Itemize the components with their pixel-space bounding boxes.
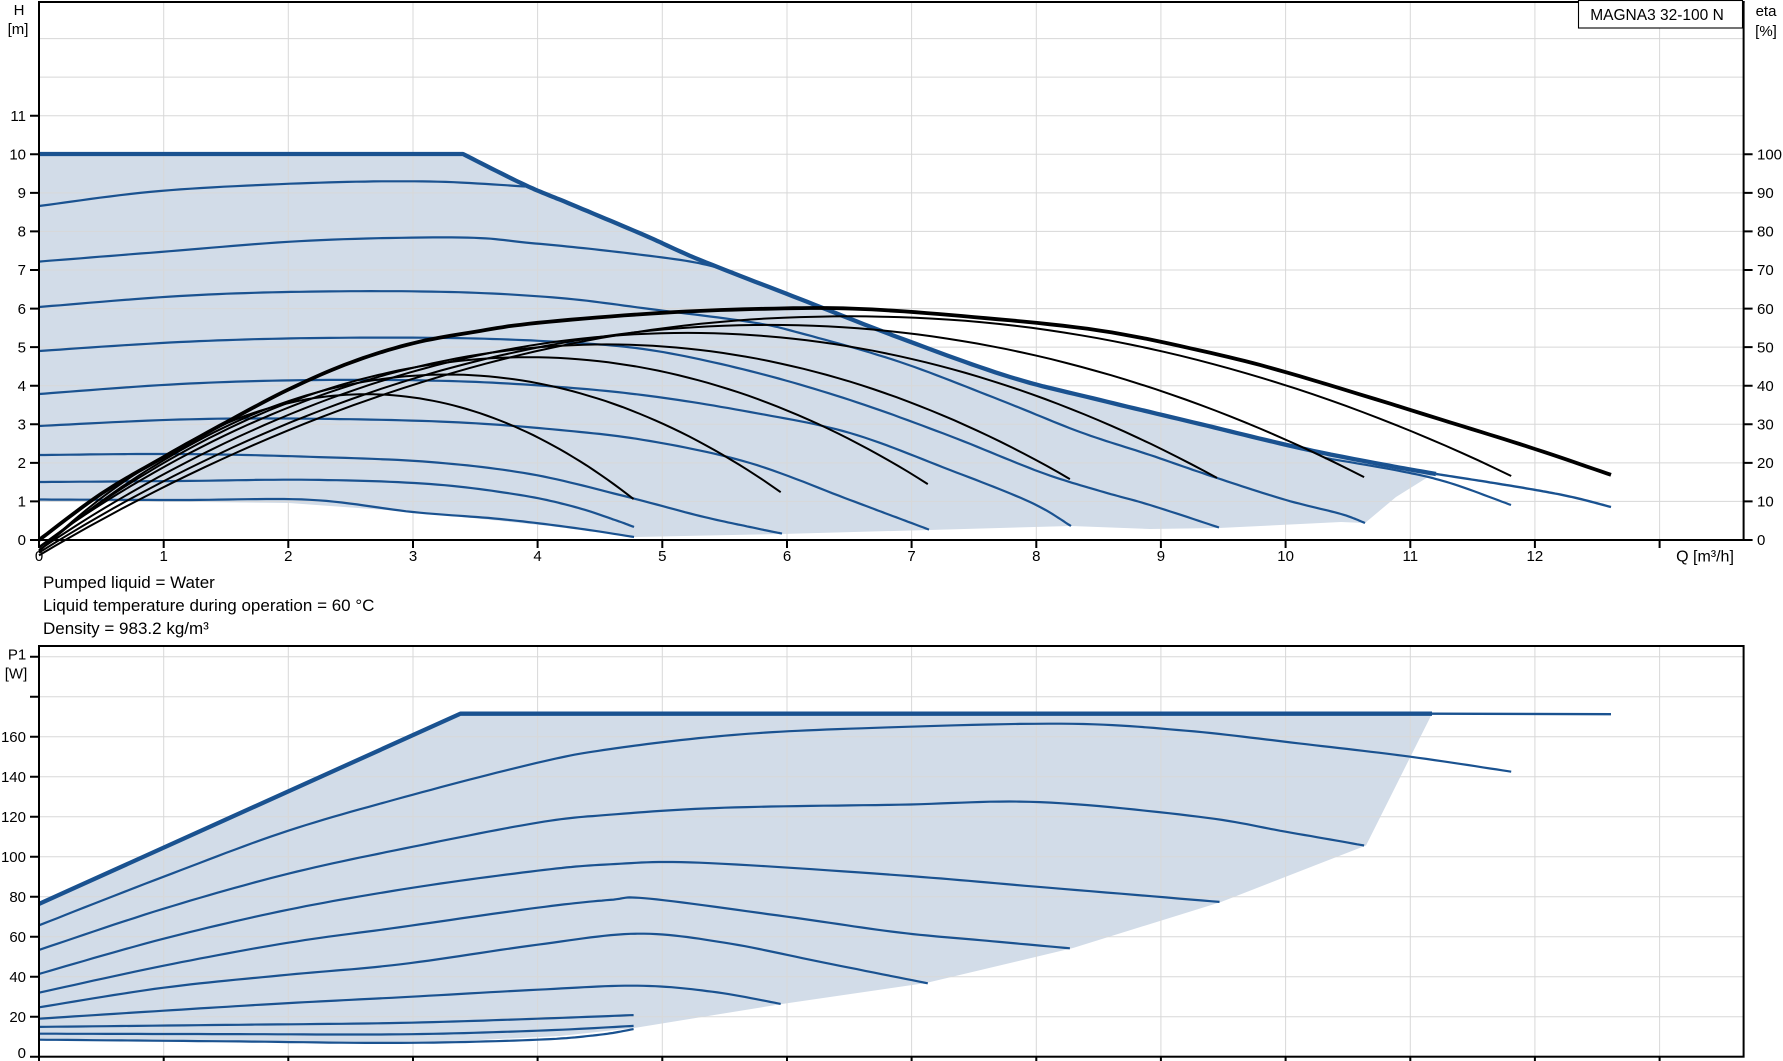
- svg-text:Q [m³/h]: Q [m³/h]: [1676, 549, 1734, 566]
- svg-text:30: 30: [1757, 417, 1774, 434]
- svg-text:Density = 983.2 kg/m³: Density = 983.2 kg/m³: [43, 619, 209, 638]
- svg-text:[m]: [m]: [8, 21, 29, 38]
- svg-text:P1: P1: [8, 647, 26, 664]
- svg-text:0: 0: [18, 532, 26, 549]
- svg-text:2: 2: [284, 548, 292, 565]
- svg-text:0: 0: [35, 548, 43, 565]
- svg-text:0: 0: [18, 1045, 26, 1061]
- svg-text:40: 40: [1757, 378, 1774, 395]
- svg-text:50: 50: [1757, 339, 1774, 356]
- svg-text:160: 160: [1, 729, 26, 746]
- svg-text:3: 3: [18, 417, 26, 434]
- svg-text:5: 5: [18, 339, 26, 356]
- svg-text:1: 1: [160, 548, 168, 565]
- svg-text:10: 10: [1757, 494, 1774, 511]
- svg-text:9: 9: [1157, 548, 1165, 565]
- svg-text:4: 4: [533, 548, 541, 565]
- svg-text:10: 10: [9, 147, 26, 164]
- svg-text:60: 60: [9, 929, 26, 946]
- svg-text:8: 8: [18, 224, 26, 241]
- svg-text:40: 40: [9, 969, 26, 986]
- svg-text:140: 140: [1, 769, 26, 786]
- svg-text:Pumped liquid = Water: Pumped liquid = Water: [43, 573, 215, 592]
- svg-text:9: 9: [18, 185, 26, 202]
- svg-text:5: 5: [658, 548, 666, 565]
- svg-text:eta: eta: [1756, 3, 1778, 20]
- svg-text:Liquid temperature during oper: Liquid temperature during operation = 60…: [43, 596, 374, 615]
- svg-text:80: 80: [9, 889, 26, 906]
- svg-text:[W]: [W]: [5, 666, 28, 683]
- svg-text:90: 90: [1757, 185, 1774, 202]
- svg-text:11: 11: [1403, 548, 1419, 565]
- svg-text:10: 10: [1277, 548, 1294, 565]
- svg-text:0: 0: [1757, 532, 1765, 549]
- svg-text:8: 8: [1032, 548, 1040, 565]
- svg-text:MAGNA3 32-100 N: MAGNA3 32-100 N: [1590, 7, 1724, 24]
- svg-text:H: H: [14, 2, 25, 19]
- svg-text:11: 11: [10, 108, 26, 125]
- svg-text:3: 3: [409, 548, 417, 565]
- svg-text:7: 7: [18, 262, 26, 279]
- svg-text:20: 20: [9, 1009, 26, 1026]
- svg-text:1: 1: [18, 494, 26, 511]
- svg-text:4: 4: [18, 378, 26, 395]
- svg-text:[%]: [%]: [1755, 23, 1777, 40]
- svg-text:6: 6: [18, 301, 26, 318]
- svg-text:100: 100: [1757, 147, 1782, 164]
- svg-text:80: 80: [1757, 224, 1774, 241]
- svg-text:12: 12: [1527, 548, 1544, 565]
- svg-text:120: 120: [1, 809, 26, 826]
- svg-text:20: 20: [1757, 455, 1774, 472]
- svg-text:70: 70: [1757, 262, 1774, 279]
- svg-text:6: 6: [783, 548, 791, 565]
- svg-text:60: 60: [1757, 301, 1774, 318]
- svg-text:7: 7: [907, 548, 915, 565]
- svg-text:100: 100: [1, 849, 26, 866]
- svg-text:2: 2: [18, 455, 26, 472]
